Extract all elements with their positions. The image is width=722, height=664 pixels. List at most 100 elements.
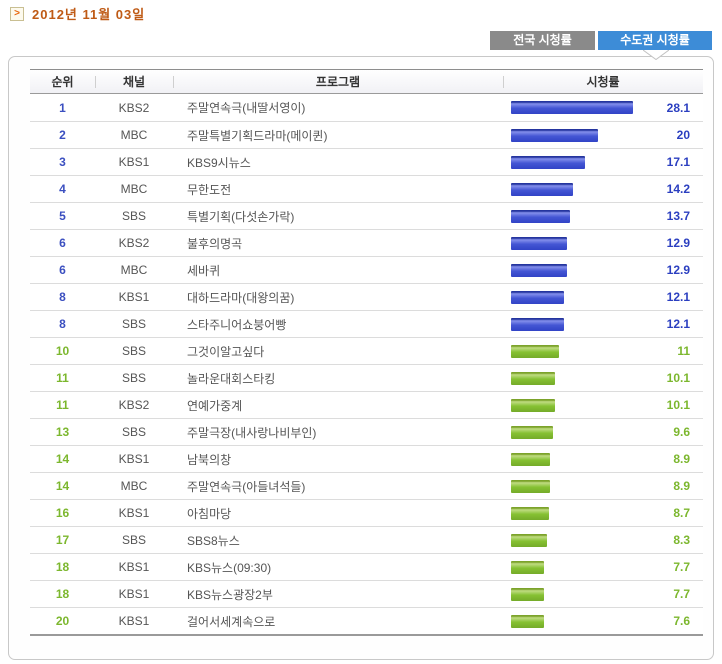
table-row: 2 MBC 주말특별기획드라마(메이퀸) 20 — [30, 121, 703, 148]
channel-cell: KBS1 — [118, 587, 150, 601]
rank-cell: 3 — [59, 155, 66, 169]
rank-cell: 16 — [55, 506, 70, 520]
tab-metropolitan-ratings[interactable]: 수도권 시청률 — [598, 31, 712, 50]
table-header-row: 순위 채널 프로그램 시청률 — [30, 69, 703, 94]
rating-value: 10.1 — [666, 371, 690, 385]
rating-value: 8.7 — [673, 506, 690, 520]
program-cell: 남북의창 — [187, 452, 232, 467]
table-row: 6 MBC 세바퀴 12.9 — [30, 256, 703, 283]
program-cell: 주말연속극(아들녀석들) — [187, 479, 306, 494]
rating-bar — [511, 290, 564, 304]
rating-value: 8.3 — [673, 533, 690, 547]
rank-cell: 18 — [55, 587, 70, 601]
rating-value: 11 — [677, 344, 690, 358]
rank-cell: 17 — [55, 533, 70, 547]
table-row: 14 MBC 주말연속극(아들녀석들) 8.9 — [30, 472, 703, 499]
page-title: 2012년 11월 03일 — [32, 7, 146, 22]
program-cell: 연예가중계 — [187, 398, 243, 413]
channel-cell: KBS1 — [118, 614, 150, 628]
rating-bar — [511, 236, 567, 250]
rating-bar — [511, 398, 555, 412]
table-row: 4 MBC 무한도전 14.2 — [30, 175, 703, 202]
rank-cell: 5 — [59, 209, 66, 223]
table-row: 1 KBS2 주말연속극(내딸서영이) 28.1 — [30, 94, 703, 121]
rating-bar — [511, 479, 550, 493]
table-row: 11 KBS2 연예가중계 10.1 — [30, 391, 703, 418]
program-cell: 세바퀴 — [187, 263, 221, 278]
rank-cell: 1 — [59, 100, 66, 115]
table-row: 18 KBS1 KBS뉴스(09:30) 7.7 — [30, 553, 703, 580]
rating-bar — [511, 344, 559, 358]
rating-bar — [511, 182, 573, 196]
channel-cell: KBS1 — [118, 155, 150, 169]
program-cell: SBS8뉴스 — [187, 533, 240, 548]
program-cell: 무한도전 — [187, 182, 232, 197]
program-cell: KBS뉴스(09:30) — [187, 560, 272, 575]
table-row: 8 SBS 스타주니어쇼붕어빵 12.1 — [30, 310, 703, 337]
ratings-panel: 순위 채널 프로그램 시청률 1 KBS2 주말연속극(내딸서영이) 28.1 … — [8, 56, 714, 660]
rating-value: 7.7 — [673, 560, 690, 574]
rank-cell: 14 — [55, 452, 70, 466]
ratings-table-body: 1 KBS2 주말연속극(내딸서영이) 28.1 2 MBC 주말특별기획드라마… — [30, 94, 703, 634]
table-row: 14 KBS1 남북의창 8.9 — [30, 445, 703, 472]
rating-bar — [511, 614, 544, 628]
table-row: 18 KBS1 KBS뉴스광장2부 7.7 — [30, 580, 703, 607]
rating-value: 8.9 — [673, 452, 690, 466]
channel-cell: KBS1 — [118, 452, 150, 466]
rating-value: 7.6 — [673, 614, 690, 628]
channel-cell: KBS2 — [118, 100, 150, 115]
rating-value: 9.6 — [673, 425, 690, 439]
table-row: 13 SBS 주말극장(내사랑나비부인) 9.6 — [30, 418, 703, 445]
rating-value: 14.2 — [666, 182, 690, 196]
rank-cell: 2 — [59, 128, 66, 142]
program-cell: 대하드라마(대왕의꿈) — [187, 290, 295, 305]
rating-bar — [511, 587, 544, 601]
table-row: 20 KBS1 걸어서세계속으로 7.6 — [30, 607, 703, 634]
channel-cell: KBS1 — [118, 290, 150, 304]
rating-bar — [511, 209, 570, 223]
channel-cell: MBC — [120, 263, 148, 277]
date-header: > 2012년 11월 03일 — [10, 4, 145, 23]
table-row: 6 KBS2 불후의명곡 12.9 — [30, 229, 703, 256]
channel-cell: SBS — [121, 533, 146, 547]
channel-cell: SBS — [121, 209, 146, 223]
program-cell: 놀라운대회스타킹 — [187, 371, 276, 386]
table-row: 10 SBS 그것이알고싶다 11 — [30, 337, 703, 364]
program-cell: KBS9시뉴스 — [187, 155, 251, 170]
program-cell: 불후의명곡 — [187, 236, 243, 251]
rating-bar — [511, 371, 555, 385]
arrow-bullet-icon: > — [10, 6, 24, 21]
rank-cell: 18 — [55, 560, 70, 574]
rank-cell: 11 — [56, 398, 69, 412]
rating-bar — [511, 506, 549, 520]
channel-cell: KBS1 — [118, 506, 150, 520]
rating-bar — [511, 452, 550, 466]
tab-national-ratings[interactable]: 전국 시청률 — [490, 31, 595, 50]
active-tab-notch-icon — [643, 50, 669, 60]
rating-bar — [511, 101, 633, 114]
program-cell: 특별기획(다섯손가락) — [187, 209, 295, 224]
column-header-channel: 채널 — [95, 73, 173, 90]
rating-bar — [511, 560, 544, 574]
rating-value: 28.1 — [666, 100, 690, 115]
rating-value: 7.7 — [673, 587, 690, 601]
table-row: 8 KBS1 대하드라마(대왕의꿈) 12.1 — [30, 283, 703, 310]
rating-bar — [511, 128, 598, 142]
program-cell: 스타주니어쇼붕어빵 — [187, 317, 287, 332]
rank-cell: 8 — [59, 317, 66, 331]
rating-value: 8.9 — [673, 479, 690, 493]
rating-bar — [511, 263, 567, 277]
channel-cell: SBS — [121, 344, 146, 358]
rating-value: 20 — [676, 128, 690, 142]
program-cell: 아침마당 — [187, 506, 232, 521]
program-cell: 걸어서세계속으로 — [187, 614, 276, 629]
column-header-rating: 시청률 — [503, 73, 703, 90]
rank-cell: 6 — [59, 236, 66, 250]
rating-value: 12.9 — [666, 263, 690, 277]
rating-value: 13.7 — [666, 209, 690, 223]
program-cell: 주말극장(내사랑나비부인) — [187, 425, 317, 440]
column-header-program: 프로그램 — [173, 73, 503, 90]
rank-cell: 11 — [56, 371, 69, 385]
rating-bar — [511, 533, 547, 547]
rating-value: 12.9 — [666, 236, 690, 250]
